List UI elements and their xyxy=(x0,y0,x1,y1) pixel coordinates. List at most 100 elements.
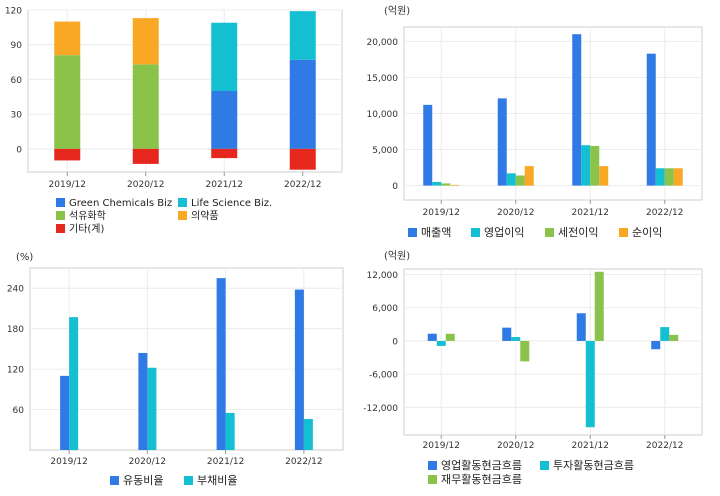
legend-swatch xyxy=(408,228,417,237)
bar xyxy=(655,168,665,186)
x-tick-label: 2021/12 xyxy=(206,180,243,190)
bar xyxy=(289,11,316,60)
legend-item: 영업활동현금흐름 xyxy=(428,458,522,472)
y-tick-label: -6,000 xyxy=(369,371,398,381)
x-tick-label: 2022/12 xyxy=(646,441,683,451)
bar xyxy=(132,64,159,149)
y-tick-label: 60 xyxy=(13,406,25,416)
y-tick-label: 5,000 xyxy=(372,146,398,156)
bar xyxy=(572,34,582,186)
plot-area xyxy=(29,267,344,451)
bar xyxy=(147,367,157,450)
bar xyxy=(669,334,679,341)
legend-item: Green Chemicals Biz xyxy=(56,198,172,209)
y-tick-label: 180 xyxy=(7,325,24,335)
chart-4: -12,000 -6,000 0 6,000 12,000 (억원) 2019/12 2020… xyxy=(363,250,703,486)
legend-item: 순이익 xyxy=(619,226,662,239)
legend-label: 기타(계) xyxy=(69,223,105,235)
bar xyxy=(54,148,81,161)
y-tick-label: 30 xyxy=(11,111,23,121)
bar xyxy=(211,22,238,92)
y-tick-label: 120 xyxy=(5,7,22,17)
legend-swatch xyxy=(178,198,187,207)
x-tick-label: 2022/12 xyxy=(646,208,683,218)
legend-item: 부채비율 xyxy=(184,474,237,487)
bar xyxy=(506,173,516,186)
bar xyxy=(515,175,525,186)
bar xyxy=(289,59,316,149)
bar xyxy=(673,168,683,186)
legend-label: 재무활동현금흐름 xyxy=(441,472,522,486)
legend-label: 영업활동현금흐름 xyxy=(441,458,522,472)
bar xyxy=(520,340,530,362)
bar xyxy=(427,333,437,341)
bar xyxy=(497,98,507,186)
x-tick-label: 2021/12 xyxy=(207,457,244,467)
bar xyxy=(594,271,604,341)
bar xyxy=(436,340,446,346)
y-tick-label: 10,000 xyxy=(367,110,399,120)
bar xyxy=(646,53,656,186)
legend-label: 영업이익 xyxy=(484,226,524,239)
bar xyxy=(576,313,586,341)
bar xyxy=(441,183,451,186)
legend-swatch xyxy=(540,461,549,470)
bar xyxy=(599,166,609,186)
bar xyxy=(225,412,235,450)
legend-swatch xyxy=(619,228,628,237)
x-tick-label: 2021/12 xyxy=(572,441,609,451)
bar xyxy=(54,21,81,56)
x-tick-label: 2020/12 xyxy=(497,441,534,451)
bar xyxy=(511,337,521,341)
legend-item: 석유화학 xyxy=(56,210,106,222)
bar xyxy=(69,317,79,450)
bar xyxy=(664,168,674,186)
y-tick-label: 60 xyxy=(11,76,23,86)
bar xyxy=(450,184,460,186)
x-tick-label: 2021/12 xyxy=(572,208,609,218)
y-tick-label: -12,000 xyxy=(363,404,398,414)
legend-swatch xyxy=(471,228,480,237)
bar xyxy=(524,166,534,186)
legend-item: 영업이익 xyxy=(471,226,524,239)
bar xyxy=(585,340,595,428)
x-tick-label: 2020/12 xyxy=(129,457,166,467)
bar xyxy=(60,375,70,450)
x-tick-label: 2019/12 xyxy=(49,180,86,190)
legend-item: Life Science Biz. xyxy=(178,198,272,209)
bar xyxy=(289,148,316,170)
bar xyxy=(590,145,600,186)
bar xyxy=(132,148,159,164)
legend-item: 매출액 xyxy=(408,226,451,239)
legend-label: Green Chemicals Biz xyxy=(69,198,172,209)
legend-label: 유동비율 xyxy=(123,474,163,487)
y-tick-label: 120 xyxy=(7,366,24,376)
legend-swatch xyxy=(56,198,65,207)
legend-swatch xyxy=(178,211,187,220)
chart-1: 0 30 60 90 120 2019/12 2020/12 2021/12 2022/12 Gr… xyxy=(5,7,343,235)
legend-swatch xyxy=(545,228,554,237)
y-tick-label: 240 xyxy=(7,285,24,295)
bar xyxy=(294,289,304,450)
y-tick-label: 6,000 xyxy=(372,304,398,314)
legend-item: 세전이익 xyxy=(545,226,598,239)
legend-label: 석유화학 xyxy=(69,210,106,222)
legend-label: 매출액 xyxy=(421,226,451,239)
y-tick-label: 12,000 xyxy=(367,271,399,281)
legend-swatch xyxy=(428,475,437,484)
chart-3: 60 120 180 240 (%) 2019/12 2020/12 2021/12 2022/… xyxy=(7,252,344,487)
bar xyxy=(211,91,238,149)
unit-label: (억원) xyxy=(384,5,410,17)
bar xyxy=(138,352,148,450)
y-tick-label: 90 xyxy=(11,41,23,51)
legend-swatch xyxy=(56,224,65,233)
legend-item: 투자활동현금흐름 xyxy=(540,458,634,472)
bar xyxy=(502,327,512,341)
y-tick-label: 15,000 xyxy=(367,74,399,84)
legend-item: 재무활동현금흐름 xyxy=(428,472,522,486)
plot-area xyxy=(27,9,343,173)
legend-label: 부채비율 xyxy=(197,474,237,487)
bar xyxy=(432,181,442,186)
x-tick-label: 2019/12 xyxy=(423,441,460,451)
